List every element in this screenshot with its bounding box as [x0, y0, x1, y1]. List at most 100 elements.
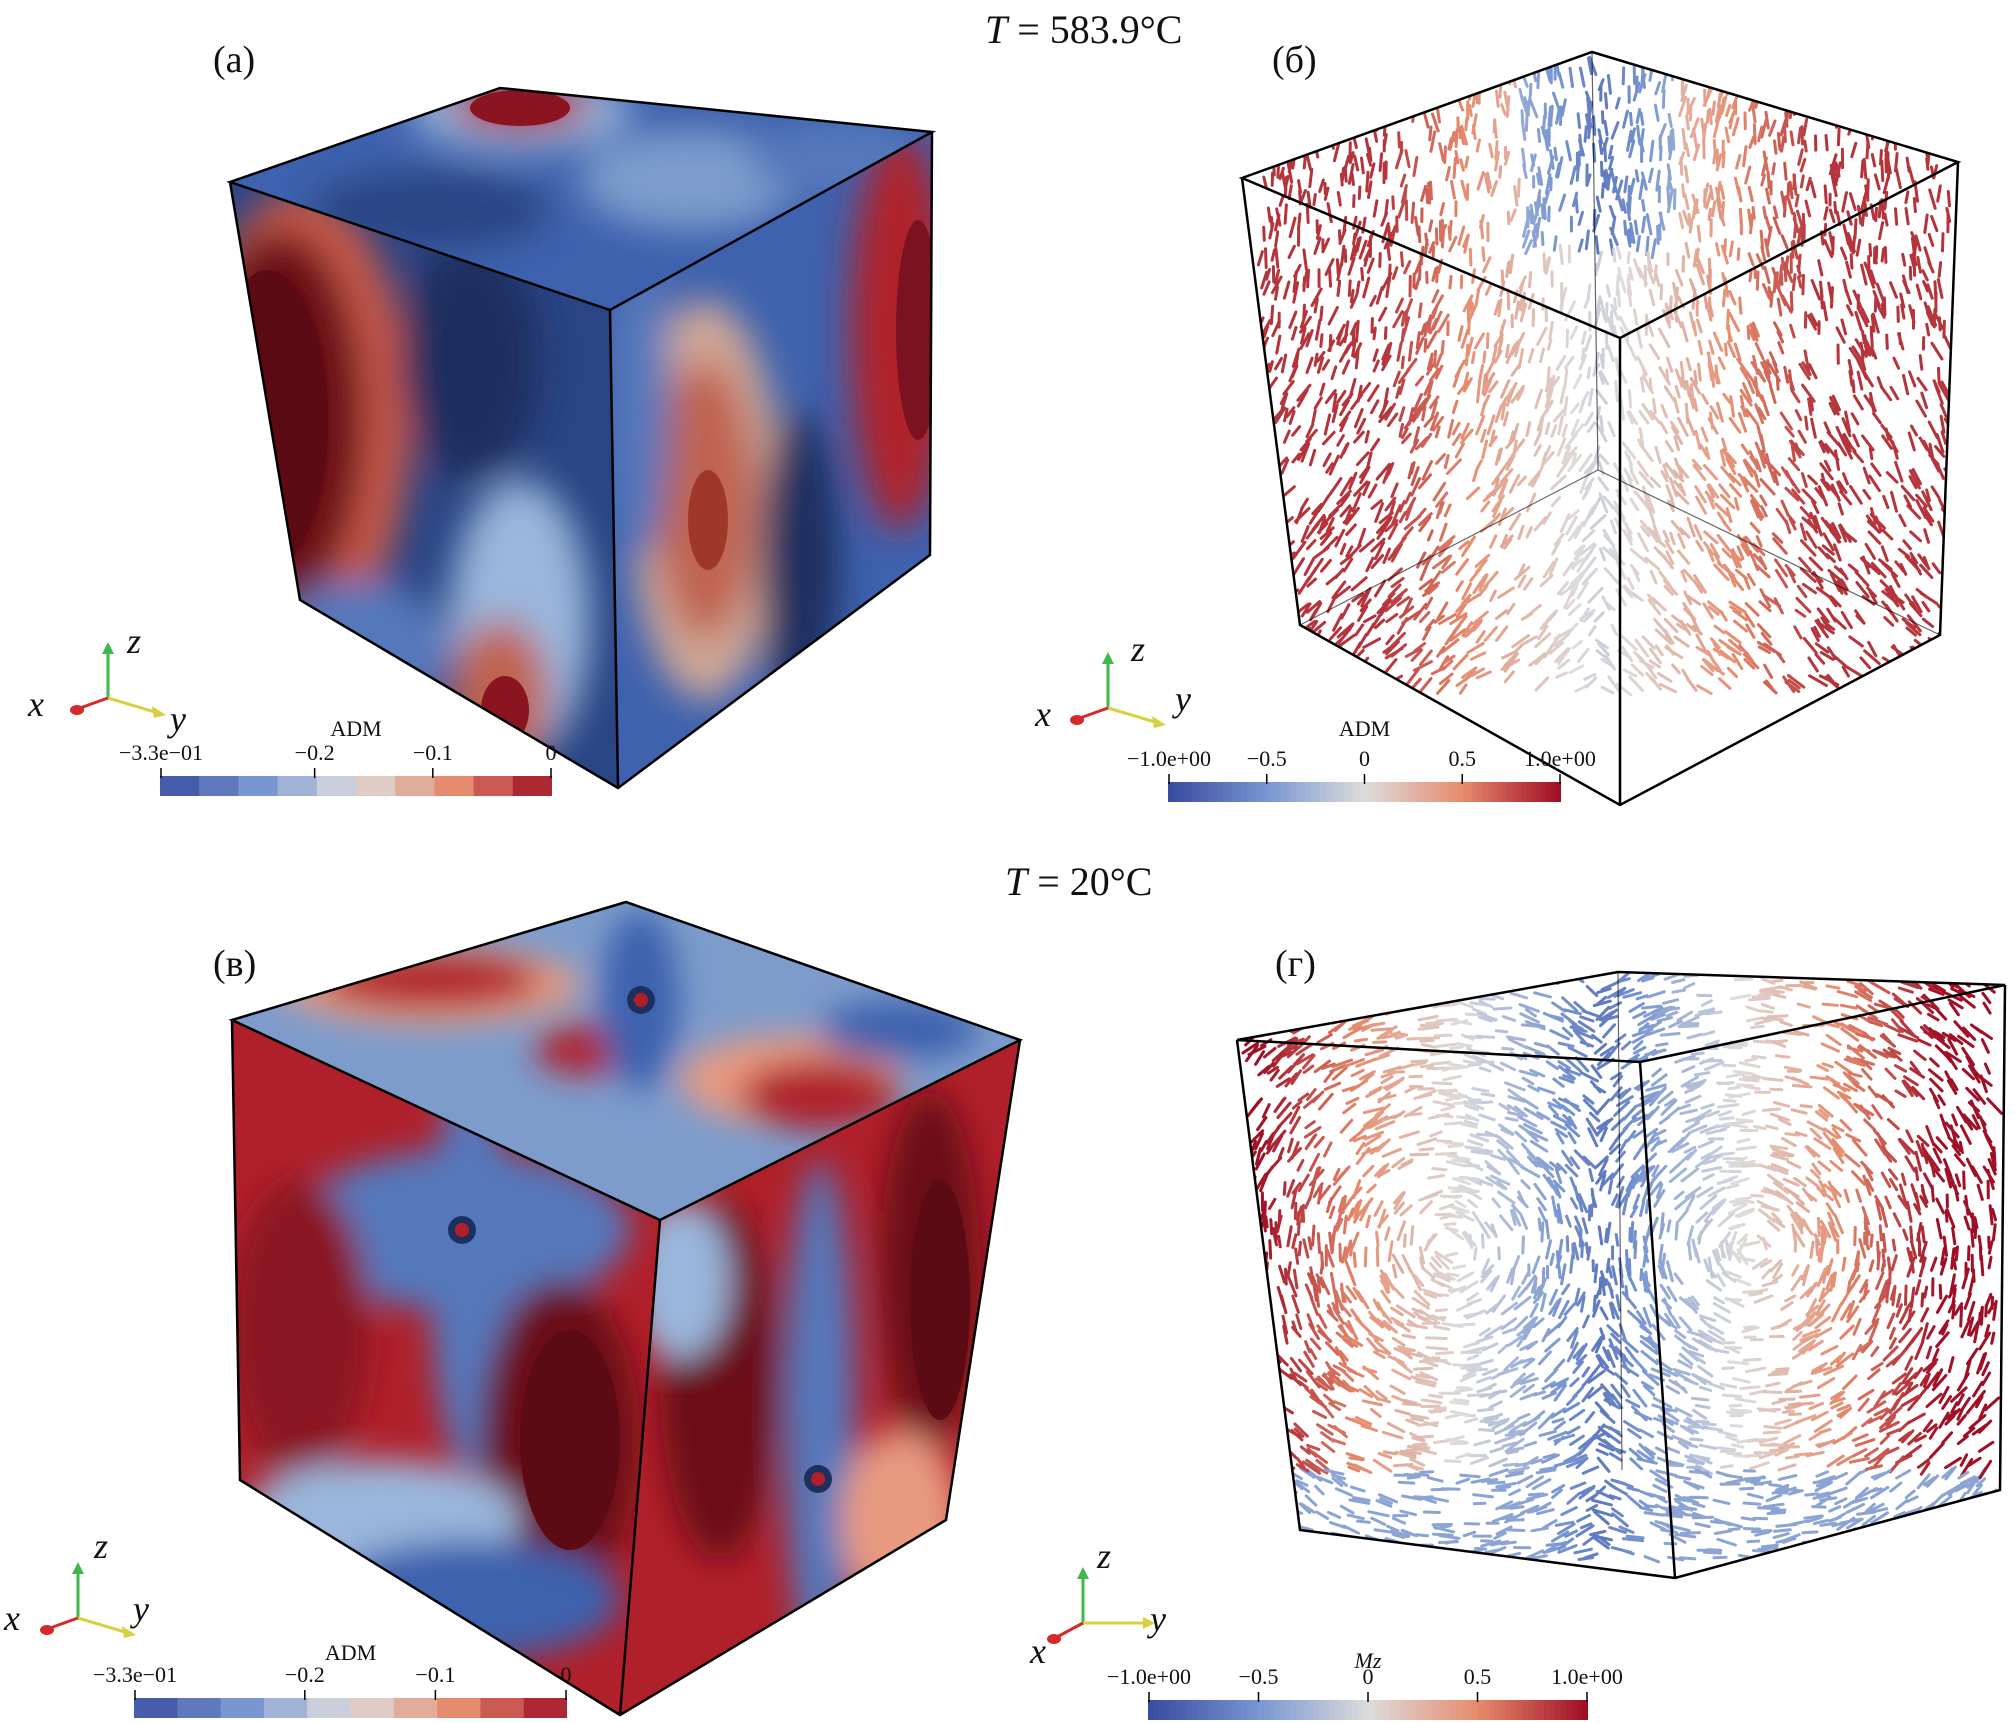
vector-arrow	[1759, 229, 1765, 250]
vector-arrow	[1400, 355, 1405, 370]
vector-arrow	[1935, 1336, 1946, 1348]
vector-arrow	[1760, 505, 1768, 518]
vector-arrow	[1807, 656, 1819, 673]
vector-arrow	[1717, 356, 1726, 370]
vector-arrow	[1841, 191, 1848, 213]
vector-arrow	[1819, 1241, 1825, 1263]
vector-arrow	[1497, 1343, 1509, 1355]
vector-arrow	[1627, 343, 1638, 361]
vector-arrow	[1655, 1312, 1671, 1327]
vector-arrow	[1271, 319, 1281, 338]
vector-arrow	[1639, 659, 1655, 669]
vector-arrow	[1639, 1340, 1659, 1355]
vector-arrow	[1581, 1465, 1600, 1475]
vector-arrow	[1706, 484, 1715, 499]
vector-arrow	[1757, 1506, 1780, 1511]
vector-arrow	[1681, 183, 1686, 199]
vector-arrow	[1581, 1376, 1592, 1388]
vector-arrow	[1905, 62, 1910, 82]
vector-arrow	[1632, 1388, 1648, 1408]
vector-arrow	[1814, 1316, 1832, 1330]
vector-arrow	[1438, 142, 1445, 163]
vector-arrow	[1319, 305, 1324, 322]
vector-arrow	[1463, 1341, 1480, 1349]
vector-arrow	[1432, 555, 1451, 570]
vector-arrow	[1297, 576, 1311, 595]
vector-arrow	[1771, 1399, 1787, 1405]
vector-arrow	[1826, 1454, 1845, 1468]
vector-arrow	[1385, 275, 1392, 298]
vector-arrow	[1861, 1340, 1874, 1354]
vector-arrow	[1693, 1071, 1711, 1077]
vector-arrow	[1761, 1280, 1779, 1288]
vector-arrow	[1688, 217, 1694, 234]
vector-arrow	[1925, 1474, 1940, 1488]
vector-arrow	[1365, 556, 1375, 573]
vector-arrow	[1352, 996, 1366, 1004]
vector-arrow	[1931, 562, 1942, 575]
vector-arrow	[1397, 131, 1401, 149]
vector-arrow	[1747, 208, 1753, 229]
vector-arrow	[1784, 519, 1792, 534]
vector-arrow	[1406, 1444, 1423, 1450]
vector-arrow	[1849, 253, 1854, 270]
vector-arrow	[1870, 1485, 1890, 1500]
vector-arrow	[1881, 1094, 1895, 1109]
vector-arrow	[1527, 1084, 1540, 1093]
vector-arrow	[1439, 75, 1448, 94]
vector-arrow	[1547, 105, 1552, 127]
vector-arrow	[1716, 92, 1722, 108]
vector-arrow	[1552, 1114, 1573, 1127]
vector-arrow	[1870, 462, 1882, 477]
vector-arrow	[1550, 424, 1558, 438]
vector-arrow	[1826, 430, 1840, 447]
vector-arrow	[1751, 1257, 1769, 1270]
vector-arrow	[1879, 385, 1893, 402]
vector-arrow	[1826, 1258, 1834, 1276]
vector-arrow	[1759, 494, 1768, 507]
vector-arrow	[1716, 180, 1722, 199]
vector-arrow	[1510, 1359, 1524, 1369]
vector-arrow	[1692, 66, 1697, 81]
vector-arrow	[1426, 380, 1434, 398]
vector-arrow	[1673, 1190, 1685, 1201]
vector-arrow	[1988, 1204, 1994, 1226]
vector-arrow	[1644, 1127, 1659, 1139]
vector-arrow	[1281, 1314, 1289, 1335]
vector-arrow	[1810, 1542, 1831, 1547]
vector-arrow	[1295, 1042, 1314, 1056]
vector-arrow	[1496, 1485, 1512, 1491]
vector-arrow	[1375, 1230, 1380, 1247]
vector-arrow	[1736, 1083, 1754, 1088]
vector-arrow	[1584, 229, 1590, 251]
vector-arrow	[1288, 310, 1298, 329]
vector-arrow	[1664, 633, 1675, 645]
vector-arrow	[1956, 1434, 1969, 1446]
vector-arrow	[1666, 499, 1675, 513]
vector-arrow	[1794, 409, 1803, 422]
vector-arrow	[1613, 1100, 1631, 1117]
vector-arrow	[1771, 162, 1776, 176]
vector-arrow	[1599, 415, 1605, 433]
vector-arrow	[1847, 563, 1859, 573]
vector-arrow	[1641, 402, 1655, 421]
vector-arrow	[1555, 62, 1561, 77]
vector-arrow	[1359, 598, 1372, 613]
vector-arrow	[1922, 1358, 1939, 1373]
vector-arrow	[1295, 1479, 1309, 1487]
vector-arrow	[1880, 247, 1886, 263]
vector-arrow	[1644, 556, 1661, 571]
vector-arrow	[1488, 380, 1499, 394]
vector-arrow	[1257, 360, 1264, 374]
vector-arrow	[1585, 984, 1599, 998]
vector-arrow	[1754, 1530, 1771, 1537]
vector-arrow	[1469, 1456, 1489, 1465]
vector-arrow	[1504, 150, 1511, 166]
vector-arrow	[1524, 1274, 1537, 1291]
vector-arrow	[1564, 1123, 1581, 1138]
vector-arrow	[1438, 672, 1454, 685]
vector-arrow	[1529, 203, 1536, 226]
vector-arrow	[1923, 213, 1929, 234]
vector-arrow	[1484, 1547, 1503, 1555]
vector-arrow	[1494, 476, 1508, 492]
